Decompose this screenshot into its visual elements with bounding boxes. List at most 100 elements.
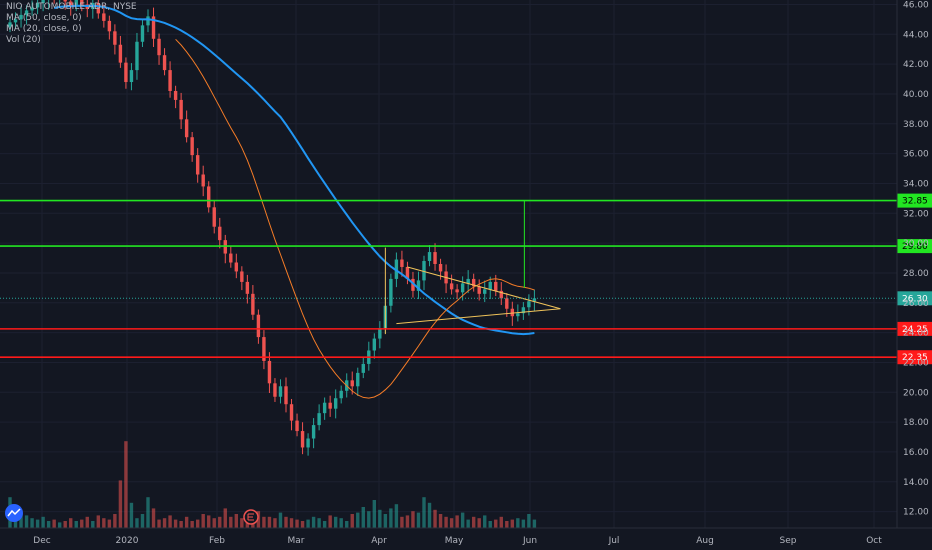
candle-body (394, 259, 399, 279)
volume-bar (405, 515, 410, 528)
candle-body (521, 307, 526, 314)
volume-bar (229, 516, 233, 528)
volume-bar (201, 514, 205, 528)
candle-body (179, 99, 183, 120)
candle-body (278, 386, 283, 397)
volume-bar (483, 515, 487, 528)
volume-bar (532, 519, 537, 528)
ma50-line (53, 4, 535, 336)
volume-bar (510, 519, 515, 528)
candle-body (146, 16, 150, 26)
y-tick-label: 42.00 (903, 60, 929, 70)
volume-bar (383, 514, 388, 528)
level-label-bg (897, 193, 932, 208)
volume-bar (345, 521, 349, 528)
candle-body (494, 281, 498, 291)
x-tick-label: Aug (696, 536, 714, 546)
y-tick-label: 26.00 (903, 299, 929, 309)
volume-bar (240, 518, 244, 528)
y-tick-label: 32.00 (903, 209, 929, 219)
candle-body (532, 298, 537, 302)
candle-body (466, 278, 470, 284)
x-tick-label: Jun (522, 536, 537, 546)
volume-bar (179, 521, 183, 528)
candle-body (284, 386, 288, 405)
candle-body (140, 25, 145, 42)
volume-bar (466, 519, 470, 528)
volume-bar (300, 521, 305, 528)
volume-bar (19, 512, 23, 528)
volume-bar (96, 515, 101, 528)
candle-body (102, 13, 106, 21)
x-tick-label: Feb (209, 536, 225, 546)
candle-body (455, 289, 459, 293)
y-tick-label: 14.00 (903, 478, 929, 488)
volume-bar (289, 518, 294, 528)
volume-bar (328, 515, 332, 528)
level-label: 29.80 (902, 242, 928, 252)
candle-body (168, 70, 172, 91)
volume-bar (477, 518, 481, 528)
volume-bar (46, 521, 51, 528)
volume-bar (129, 502, 134, 528)
y-tick-label: 16.00 (903, 448, 929, 458)
level-label: 22.35 (902, 353, 928, 363)
candle-body (306, 438, 310, 448)
x-tick-label: May (445, 536, 464, 546)
candle-body (527, 301, 531, 308)
chart-legend: NIO AUTOMOBILE ADR, NYSE MA (50, close, … (6, 2, 137, 46)
candle-body (195, 155, 200, 175)
volume-bar (102, 518, 106, 528)
volume-bar (350, 514, 354, 528)
candle-body (234, 262, 239, 272)
level-label-bg (897, 350, 932, 365)
candle-body (505, 298, 509, 309)
volume-bar (505, 521, 509, 528)
volume-bar (267, 516, 272, 528)
volume-bar (389, 508, 393, 528)
candle-body (471, 278, 476, 287)
y-tick-label: 44.00 (903, 30, 929, 40)
candle-body (460, 283, 465, 293)
volume-bar (223, 508, 227, 528)
candle-body (339, 390, 343, 399)
candle-body (378, 328, 382, 339)
ma20-line (175, 38, 535, 399)
volume-bar (85, 516, 89, 528)
volume-bar (207, 515, 211, 528)
volume-bar (195, 519, 200, 528)
candle-body (333, 398, 338, 409)
y-tick-label: 28.00 (903, 269, 929, 279)
y-tick-label: 12.00 (903, 508, 929, 518)
candle-body (157, 38, 161, 56)
volume-bar (146, 497, 150, 528)
volume-bar (168, 515, 172, 528)
volume-bar (433, 509, 437, 528)
volume-bar (333, 516, 338, 528)
candle-body (245, 281, 250, 294)
volume-bar (284, 516, 288, 528)
volume-bar (218, 516, 222, 528)
candle-body (190, 137, 194, 156)
volume-bar (157, 519, 161, 528)
candle-body (151, 16, 156, 39)
candle-body (488, 281, 492, 290)
y-tick-label: 46.00 (903, 0, 929, 10)
candle-body (416, 280, 421, 291)
y-tick-label: 24.00 (903, 329, 929, 339)
triangle-pattern (396, 266, 561, 325)
level-label-bg (897, 239, 932, 254)
candle-body (8, 22, 12, 27)
volume-bar (444, 516, 448, 528)
x-tick-label: Oct (866, 536, 882, 546)
candle-body (162, 55, 167, 71)
candle-body (229, 253, 233, 263)
candle-body (107, 20, 112, 32)
volume-bar (306, 519, 310, 528)
volume-bar (124, 441, 128, 528)
candle-body (317, 413, 321, 426)
candle-body (411, 278, 415, 291)
volume-bar (74, 521, 78, 528)
